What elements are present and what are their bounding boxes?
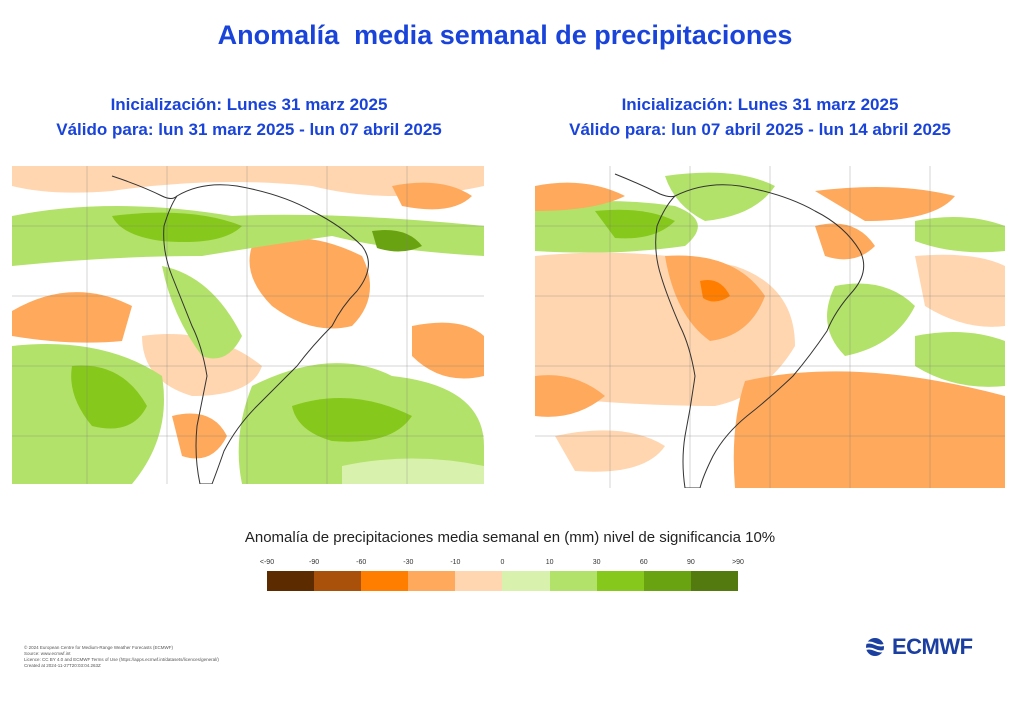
- legend-swatch: [267, 571, 315, 591]
- legend-swatch: [361, 571, 409, 591]
- map-2-anomaly-negative: [535, 375, 605, 417]
- map-week-2: [535, 166, 1005, 488]
- map-1-grid: [12, 166, 484, 484]
- map-1-anomaly-negative: [412, 322, 484, 379]
- page-title: Anomalía media semanal de precipitacione…: [217, 20, 793, 50]
- panel-1-header: Inicialización: Lunes 31 marz 2025 Válid…: [9, 92, 489, 142]
- footer-credits: © 2024 European Centre for Medium-Range …: [24, 645, 219, 669]
- panel-1-valid: Válido para: lun 31 marz 2025 - lun 07 a…: [56, 120, 442, 139]
- map-2-central-america: [614, 173, 676, 198]
- footer-line: Licence: CC BY 4.0 and ECMWF Terms of Us…: [24, 657, 219, 662]
- map-1-central-america: [111, 175, 178, 199]
- legend-swatch: [690, 571, 738, 591]
- panel-2-valid: Válido para: lun 07 abril 2025 - lun 14 …: [569, 120, 951, 139]
- map-1-anomaly-negative: [392, 182, 472, 210]
- map-2-anomaly-negative: [915, 254, 1005, 327]
- map-1-anomaly-positive: [112, 212, 242, 242]
- legend-label: 0: [500, 559, 505, 566]
- panel-2-init: Inicialización: Lunes 31 marz 2025: [621, 95, 899, 114]
- map-1-anomaly-positive: [342, 458, 484, 484]
- legend-label: -30: [403, 559, 414, 566]
- legend-labels: <-90 -90 -60 -30 -10 0 10 30 60 90 >90: [260, 559, 744, 569]
- footer-line: Created at 2024-11-27T20:03:04.263Z: [24, 663, 101, 668]
- legend-label: -90: [309, 559, 320, 566]
- legend-color-bar: [267, 571, 738, 591]
- legend-swatch: [455, 571, 503, 591]
- legend-swatch: [596, 571, 644, 591]
- map-1-anomaly-positive: [372, 230, 422, 252]
- map-2-coastline: [655, 184, 865, 488]
- legend-swatch: [314, 571, 362, 591]
- map-1-anomaly-negative: [12, 166, 484, 196]
- panel-2-header: Inicialización: Lunes 31 marz 2025 Válid…: [520, 92, 1000, 142]
- map-2-anomaly-positive: [915, 332, 1005, 387]
- legend-swatch: [549, 571, 597, 591]
- legend-label: -10: [450, 559, 461, 566]
- map-2-anomaly-negative: [535, 182, 625, 211]
- legend-label: <-90: [259, 559, 275, 566]
- map-1-coastline: [163, 184, 369, 484]
- legend-label: >90: [732, 559, 744, 566]
- ecmwf-logo: ECMWF: [862, 634, 973, 660]
- footer-line: © 2024 European Centre for Medium-Range …: [24, 645, 174, 650]
- map-1-anomaly-negative: [12, 292, 132, 343]
- map-1-anomaly-negative: [249, 238, 370, 329]
- legend-label: -60: [356, 559, 367, 566]
- map-2-anomaly-positive: [595, 209, 675, 239]
- legend-swatch: [408, 571, 456, 591]
- legend-label: 30: [592, 559, 601, 566]
- legend-label: 10: [545, 559, 554, 566]
- ecmwf-logo-icon: [862, 638, 888, 656]
- legend-swatch: [502, 571, 550, 591]
- map-1-anomaly-positive: [292, 398, 412, 442]
- legend-label: 90: [686, 559, 695, 566]
- map-2-anomaly-positive: [827, 283, 915, 356]
- ecmwf-logo-text: ECMWF: [892, 634, 973, 659]
- map-2-anomaly-negative: [733, 371, 1005, 488]
- panel-1-init: Inicialización: Lunes 31 marz 2025: [110, 95, 388, 114]
- footer-line: Source: www.ecmwf.int: [24, 651, 71, 656]
- legend-label: 60: [639, 559, 648, 566]
- legend-swatch: [643, 571, 691, 591]
- map-week-1: [12, 166, 484, 484]
- map-1-anomaly-positive: [162, 266, 242, 359]
- map-2-anomaly-positive: [665, 172, 775, 221]
- map-2-grid: [535, 166, 1005, 488]
- map-1-anomaly-positive: [71, 365, 147, 429]
- legend-title: Anomalía de precipitaciones media semana…: [244, 529, 776, 546]
